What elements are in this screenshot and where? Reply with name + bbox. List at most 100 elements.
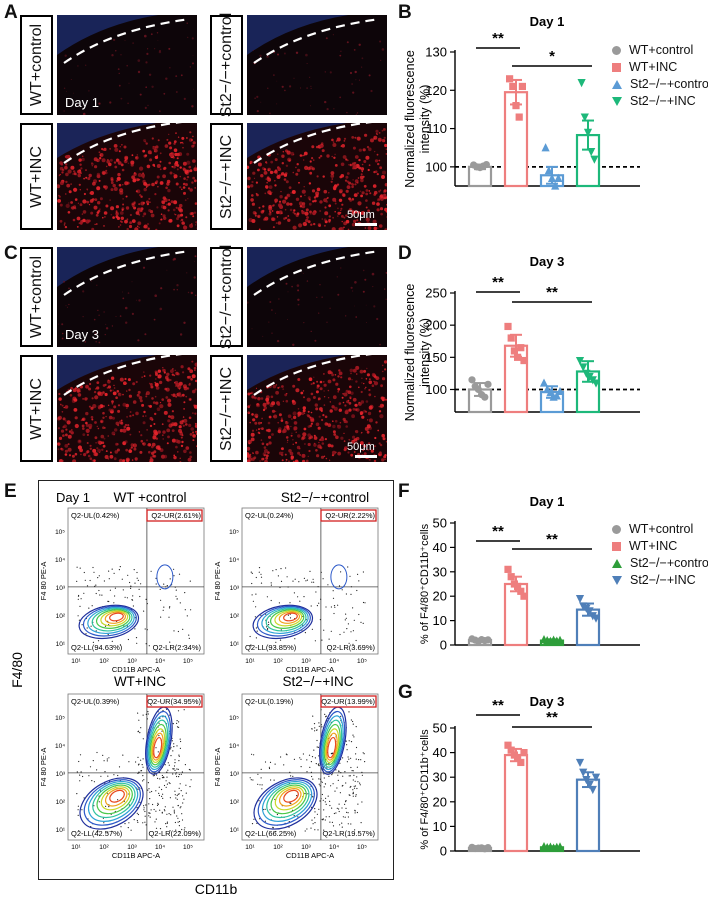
cell-signal [280,447,283,450]
event-dot [316,729,318,731]
event-dot [177,768,179,770]
event-dot [357,781,359,783]
cell-signal [154,381,156,384]
cell-signal [366,373,370,377]
cell-signal [129,411,132,413]
event-dot [76,566,78,568]
event-dot [261,788,263,790]
event-dot [270,779,272,781]
cell-signal [367,449,369,451]
cell-signal [360,167,365,171]
y-tick-label: 50 [433,721,447,736]
chart-title: Day 3 [530,254,565,269]
event-dot [337,779,339,781]
flow-plot-title: St2−/−+control [281,490,369,505]
cell-signal [62,417,66,421]
cell-signal [62,459,64,462]
event-dot [84,579,86,581]
cell-signal [65,172,69,177]
cell-signal [336,276,338,278]
event-dot [253,818,255,820]
cell-signal [111,54,114,57]
epidermis-boundary [253,123,373,164]
cell-signal [330,444,334,448]
event-dot [251,594,253,596]
cell-signal [366,322,367,323]
cell-signal [73,170,76,173]
y-axis-label: % of F4/80⁺CD11b⁺cells [419,729,431,850]
event-dot [178,760,180,762]
cell-signal [178,428,182,433]
cell-signal [367,419,369,421]
density-contour [261,606,309,635]
cell-signal [383,360,387,364]
event-dot [275,641,277,643]
event-dot [255,593,257,595]
cell-signal [360,400,365,404]
cell-signal [349,368,354,373]
cell-signal [73,408,78,412]
cell-signal [109,199,111,201]
event-dot [83,571,85,574]
event-dot [101,594,103,596]
cell-signal [357,192,359,195]
cell-signal [136,178,140,182]
cell-signal [331,155,333,158]
cell-signal [365,206,368,209]
cell-signal [330,174,335,178]
cell-signal [174,369,176,371]
cell-signal [257,421,261,425]
cell-signal [268,415,272,419]
cell-signal [258,428,260,431]
cell-signal [334,202,337,205]
cell-signal [194,369,196,371]
event-dot [76,771,78,773]
event-dot [135,637,138,639]
event-dot [77,805,79,807]
y-axis-label: % of F4/80⁺CD11b⁺cells [419,523,431,644]
event-dot [188,637,190,639]
cell-signal [250,184,254,188]
cell-signal [189,188,193,192]
y-tick-label: 100 [425,382,447,397]
event-dot [341,807,343,809]
event-dot [359,782,361,784]
cell-signal [281,172,285,176]
event-dot [143,809,145,811]
cell-signal [104,427,106,429]
cell-signal [66,306,68,308]
cell-signal [119,428,124,433]
cell-signal [369,192,372,195]
micrograph-c-wt-inc [57,355,197,462]
density-contour [82,605,137,637]
cell-signal [328,192,330,194]
cell-signal [112,416,115,420]
event-dot [249,645,251,647]
cell-signal [175,75,178,77]
density-contour [266,782,310,819]
event-dot [352,734,354,736]
event-dot [289,617,292,619]
event-dot [111,568,113,570]
cell-signal [348,438,351,441]
cell-signal [81,155,84,158]
cell-signal [303,154,305,157]
event-dot [321,818,323,820]
event-dot [317,829,319,831]
cell-signal [360,178,364,183]
cell-signal [319,210,322,212]
event-dot [183,709,185,711]
cell-signal [141,173,145,178]
cell-signal [115,205,119,209]
cell-signal [363,184,367,188]
event-dot [91,605,93,607]
cell-signal [113,144,118,148]
cell-signal [367,168,370,172]
cell-signal [263,446,267,449]
event-dot [139,801,141,803]
event-dot [173,630,175,632]
data-point [544,166,553,175]
event-dot [169,606,171,608]
event-dot [362,601,365,604]
label-st2-control-c: St2−/−+control [210,245,243,349]
